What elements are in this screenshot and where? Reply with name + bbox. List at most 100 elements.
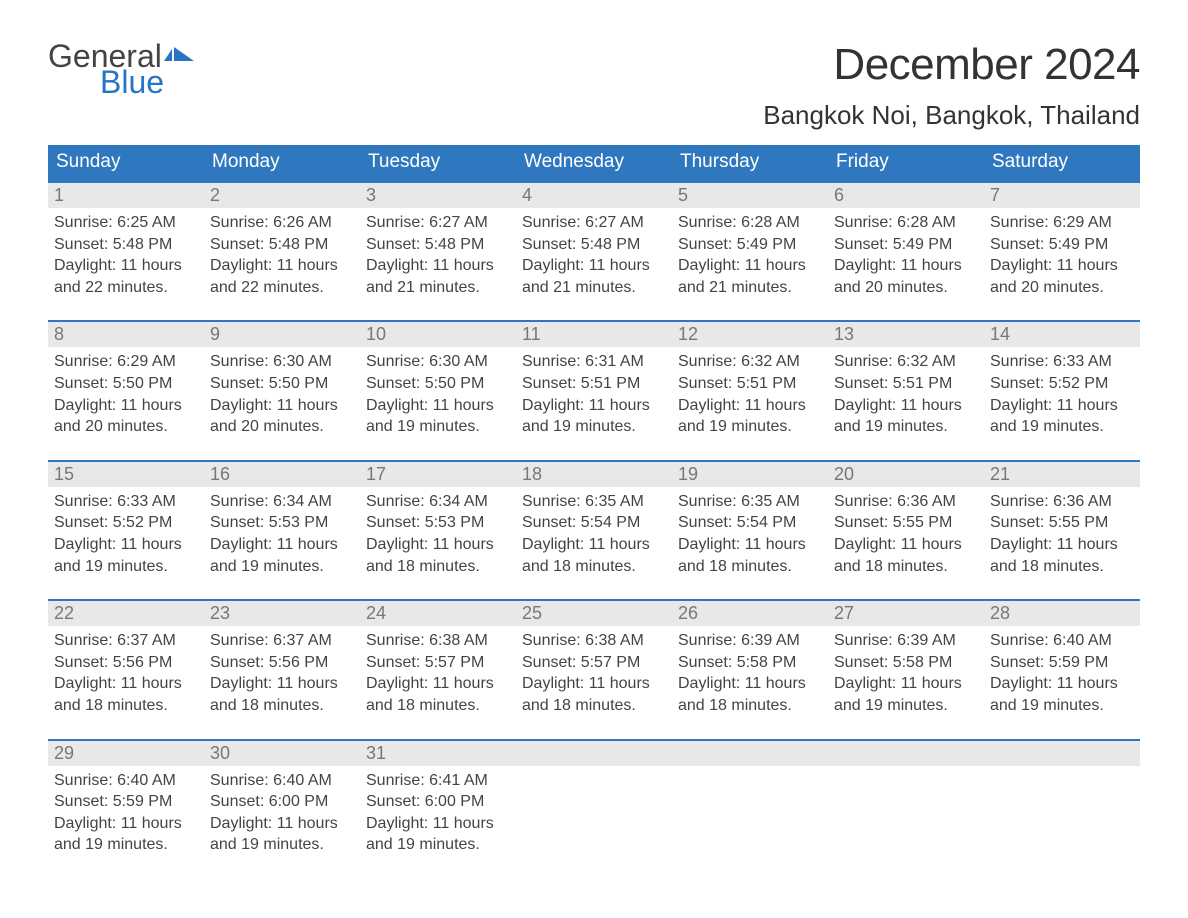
- sunset-text: Sunset: 6:00 PM: [210, 791, 354, 813]
- day-details: Sunrise: 6:29 AMSunset: 5:49 PMDaylight:…: [984, 208, 1140, 302]
- sunset-text: Sunset: 5:54 PM: [522, 512, 666, 534]
- sunset-text: Sunset: 5:51 PM: [834, 373, 978, 395]
- day-details: Sunrise: 6:27 AMSunset: 5:48 PMDaylight:…: [360, 208, 516, 302]
- daylight-text-1: Daylight: 11 hours: [366, 534, 510, 556]
- daylight-text-2: and 21 minutes.: [678, 277, 822, 299]
- day-number-row: 22232425262728: [48, 601, 1140, 626]
- daylight-text-1: Daylight: 11 hours: [54, 395, 198, 417]
- sunset-text: Sunset: 5:48 PM: [522, 234, 666, 256]
- daylight-text-1: Daylight: 11 hours: [210, 534, 354, 556]
- day-details: Sunrise: 6:34 AMSunset: 5:53 PMDaylight:…: [204, 487, 360, 581]
- daylight-text-2: and 21 minutes.: [366, 277, 510, 299]
- day-details: Sunrise: 6:30 AMSunset: 5:50 PMDaylight:…: [204, 347, 360, 441]
- weekday-header: Tuesday: [360, 145, 516, 181]
- day-details: Sunrise: 6:32 AMSunset: 5:51 PMDaylight:…: [672, 347, 828, 441]
- sunrise-text: Sunrise: 6:38 AM: [522, 630, 666, 652]
- day-details: Sunrise: 6:40 AMSunset: 6:00 PMDaylight:…: [204, 766, 360, 860]
- sunrise-text: Sunrise: 6:37 AM: [54, 630, 198, 652]
- day-number: 6: [828, 183, 984, 208]
- day-number: [828, 741, 984, 766]
- daylight-text-1: Daylight: 11 hours: [678, 395, 822, 417]
- day-number: 12: [672, 322, 828, 347]
- daylight-text-2: and 19 minutes.: [990, 695, 1134, 717]
- sunset-text: Sunset: 5:59 PM: [54, 791, 198, 813]
- sunrise-text: Sunrise: 6:34 AM: [210, 491, 354, 513]
- sunset-text: Sunset: 5:55 PM: [990, 512, 1134, 534]
- day-number: [984, 741, 1140, 766]
- daylight-text-2: and 18 minutes.: [678, 695, 822, 717]
- sunrise-text: Sunrise: 6:35 AM: [522, 491, 666, 513]
- day-number: 5: [672, 183, 828, 208]
- day-details: Sunrise: 6:26 AMSunset: 5:48 PMDaylight:…: [204, 208, 360, 302]
- sunrise-text: Sunrise: 6:26 AM: [210, 212, 354, 234]
- sunset-text: Sunset: 5:48 PM: [54, 234, 198, 256]
- sunset-text: Sunset: 6:00 PM: [366, 791, 510, 813]
- sunrise-text: Sunrise: 6:36 AM: [834, 491, 978, 513]
- daylight-text-2: and 19 minutes.: [990, 416, 1134, 438]
- daylight-text-1: Daylight: 11 hours: [990, 534, 1134, 556]
- daylight-text-1: Daylight: 11 hours: [990, 255, 1134, 277]
- sunrise-text: Sunrise: 6:40 AM: [210, 770, 354, 792]
- title-block: December 2024 Bangkok Noi, Bangkok, Thai…: [763, 40, 1140, 131]
- daylight-text-1: Daylight: 11 hours: [54, 255, 198, 277]
- daylight-text-1: Daylight: 11 hours: [834, 534, 978, 556]
- day-details: Sunrise: 6:25 AMSunset: 5:48 PMDaylight:…: [48, 208, 204, 302]
- sunrise-text: Sunrise: 6:32 AM: [678, 351, 822, 373]
- day-number-row: 15161718192021: [48, 462, 1140, 487]
- daylight-text-1: Daylight: 11 hours: [834, 673, 978, 695]
- daylight-text-2: and 21 minutes.: [522, 277, 666, 299]
- day-number: 25: [516, 601, 672, 626]
- daylight-text-1: Daylight: 11 hours: [210, 255, 354, 277]
- daylight-text-1: Daylight: 11 hours: [54, 673, 198, 695]
- sunrise-text: Sunrise: 6:29 AM: [54, 351, 198, 373]
- day-number: 13: [828, 322, 984, 347]
- calendar-table: SundayMondayTuesdayWednesdayThursdayFrid…: [48, 145, 1140, 860]
- day-details: Sunrise: 6:35 AMSunset: 5:54 PMDaylight:…: [516, 487, 672, 581]
- day-number-row: 1234567: [48, 183, 1140, 208]
- daylight-text-1: Daylight: 11 hours: [54, 813, 198, 835]
- day-details: Sunrise: 6:34 AMSunset: 5:53 PMDaylight:…: [360, 487, 516, 581]
- day-details: Sunrise: 6:40 AMSunset: 5:59 PMDaylight:…: [984, 626, 1140, 720]
- brand-logo: General Blue: [48, 40, 196, 98]
- daylight-text-2: and 19 minutes.: [678, 416, 822, 438]
- day-number: 14: [984, 322, 1140, 347]
- sunset-text: Sunset: 5:58 PM: [834, 652, 978, 674]
- weekday-header-row: SundayMondayTuesdayWednesdayThursdayFrid…: [48, 145, 1140, 181]
- day-number: 18: [516, 462, 672, 487]
- day-details: Sunrise: 6:39 AMSunset: 5:58 PMDaylight:…: [672, 626, 828, 720]
- sunrise-text: Sunrise: 6:31 AM: [522, 351, 666, 373]
- day-details: Sunrise: 6:31 AMSunset: 5:51 PMDaylight:…: [516, 347, 672, 441]
- daylight-text-1: Daylight: 11 hours: [54, 534, 198, 556]
- day-details-row: Sunrise: 6:33 AMSunset: 5:52 PMDaylight:…: [48, 487, 1140, 581]
- daylight-text-2: and 18 minutes.: [210, 695, 354, 717]
- month-title: December 2024: [763, 40, 1140, 90]
- sunrise-text: Sunrise: 6:40 AM: [54, 770, 198, 792]
- week-block: 1234567Sunrise: 6:25 AMSunset: 5:48 PMDa…: [48, 181, 1140, 302]
- day-details: Sunrise: 6:32 AMSunset: 5:51 PMDaylight:…: [828, 347, 984, 441]
- daylight-text-1: Daylight: 11 hours: [678, 673, 822, 695]
- daylight-text-1: Daylight: 11 hours: [210, 395, 354, 417]
- daylight-text-1: Daylight: 11 hours: [834, 255, 978, 277]
- daylight-text-1: Daylight: 11 hours: [366, 395, 510, 417]
- week-block: 891011121314Sunrise: 6:29 AMSunset: 5:50…: [48, 320, 1140, 441]
- day-details: Sunrise: 6:35 AMSunset: 5:54 PMDaylight:…: [672, 487, 828, 581]
- daylight-text-2: and 22 minutes.: [54, 277, 198, 299]
- sunset-text: Sunset: 5:52 PM: [54, 512, 198, 534]
- day-number: 21: [984, 462, 1140, 487]
- day-details: Sunrise: 6:29 AMSunset: 5:50 PMDaylight:…: [48, 347, 204, 441]
- daylight-text-2: and 19 minutes.: [210, 834, 354, 856]
- daylight-text-2: and 19 minutes.: [210, 556, 354, 578]
- daylight-text-1: Daylight: 11 hours: [834, 395, 978, 417]
- daylight-text-1: Daylight: 11 hours: [366, 673, 510, 695]
- daylight-text-2: and 22 minutes.: [210, 277, 354, 299]
- day-number: 19: [672, 462, 828, 487]
- day-details: Sunrise: 6:38 AMSunset: 5:57 PMDaylight:…: [516, 626, 672, 720]
- day-number: 28: [984, 601, 1140, 626]
- sunset-text: Sunset: 5:53 PM: [366, 512, 510, 534]
- day-number: 27: [828, 601, 984, 626]
- sunrise-text: Sunrise: 6:28 AM: [678, 212, 822, 234]
- daylight-text-2: and 18 minutes.: [522, 695, 666, 717]
- weekday-header: Sunday: [48, 145, 204, 181]
- day-details: Sunrise: 6:38 AMSunset: 5:57 PMDaylight:…: [360, 626, 516, 720]
- sunrise-text: Sunrise: 6:30 AM: [210, 351, 354, 373]
